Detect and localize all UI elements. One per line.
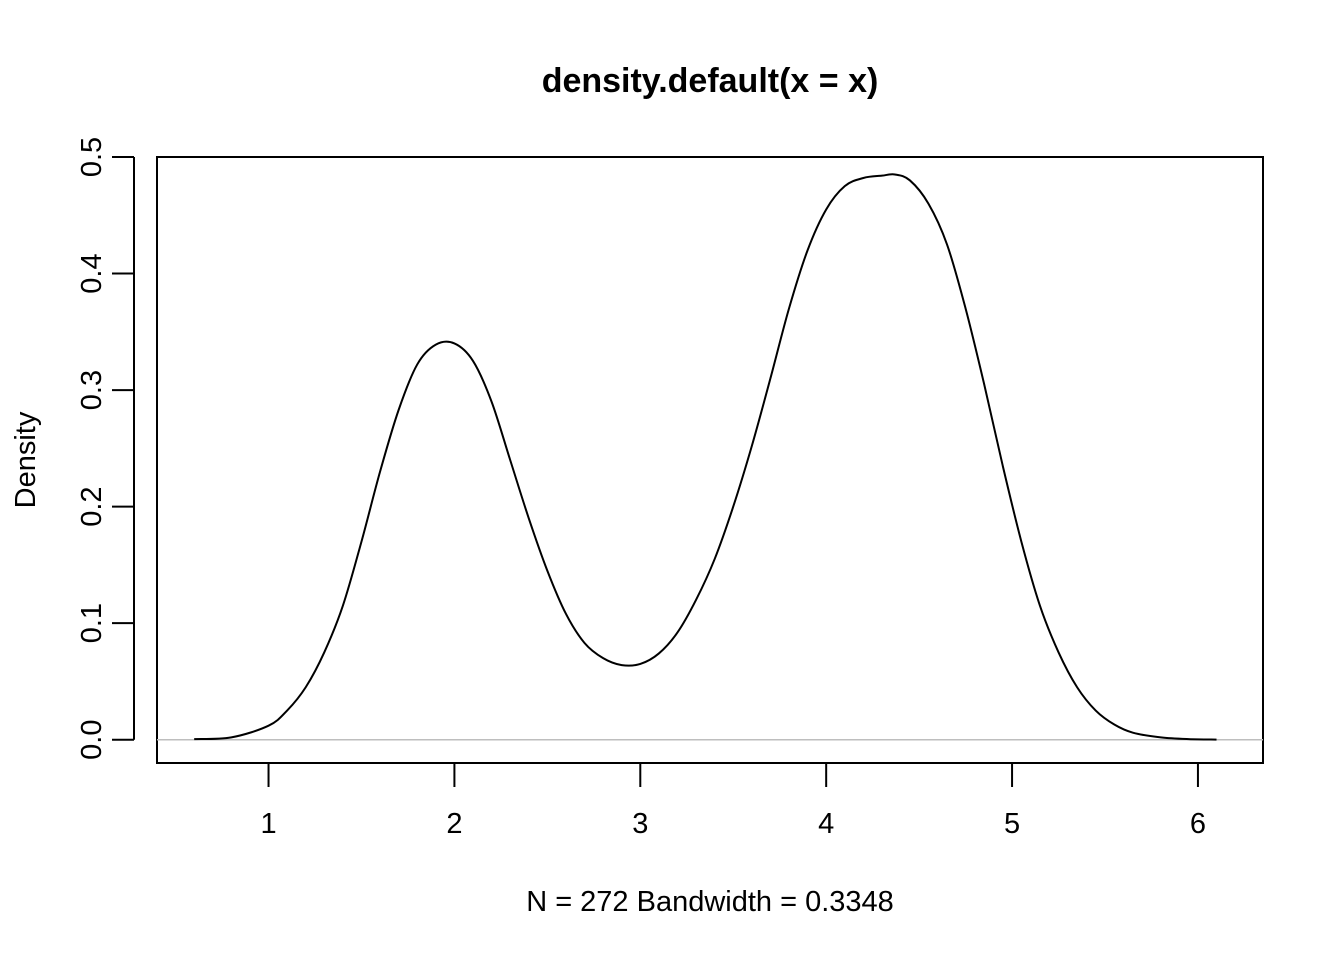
- x-tick-label: 1: [260, 808, 276, 840]
- y-axis: 0.0 0.1 0.2 0.3 0.4 0.5: [76, 137, 135, 760]
- x-axis-label: N = 272 Bandwidth = 0.3348: [526, 886, 894, 918]
- x-tick-label: 5: [1004, 808, 1020, 840]
- y-tick-label: 0.1: [76, 603, 108, 643]
- y-tick-label: 0.4: [76, 253, 108, 293]
- chart-title: density.default(x = x): [542, 62, 879, 100]
- plot-frame: [156, 156, 1264, 764]
- x-tick-label: 6: [1190, 808, 1206, 840]
- y-axis-label: Density: [10, 411, 42, 508]
- y-tick-label: 0.0: [76, 720, 108, 760]
- x-tick-label: 2: [446, 808, 462, 840]
- x-tick-label: 3: [632, 808, 648, 840]
- y-tick-label: 0.2: [76, 486, 108, 526]
- y-tick-label: 0.5: [76, 137, 108, 177]
- x-tick-label: 4: [818, 808, 834, 840]
- density-curve: [194, 173, 1217, 741]
- y-tick-label: 0.3: [76, 370, 108, 410]
- x-axis: 1 2 3 4 5 6: [260, 762, 1206, 840]
- series-group: [194, 173, 1217, 741]
